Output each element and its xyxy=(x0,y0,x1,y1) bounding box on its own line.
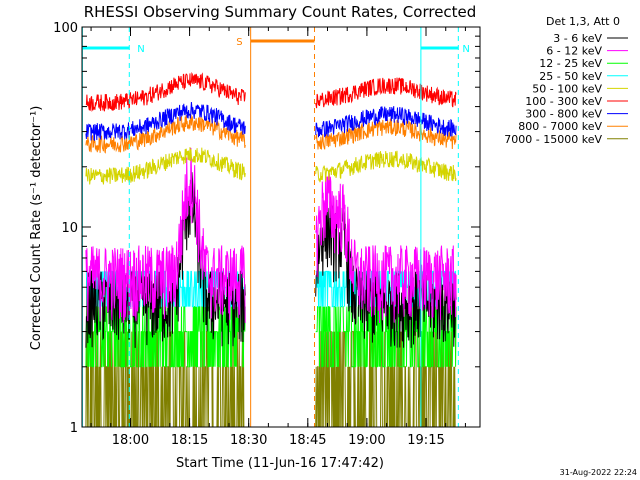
legend-entry-label: 25 - 50 keV xyxy=(539,70,602,83)
legend-header: Det 1,3, Att 0 xyxy=(546,15,620,28)
x-tick-label: 18:00 xyxy=(112,433,149,448)
legend-entry-label: 12 - 25 keV xyxy=(539,57,602,70)
night-label: N xyxy=(462,44,469,55)
legend-entry-label: 50 - 100 keV xyxy=(532,82,602,95)
legend-entry-label: 6 - 12 keV xyxy=(546,45,602,58)
series-line-4 xyxy=(85,147,457,185)
x-tick-label: 19:00 xyxy=(348,433,385,448)
x-tick-label: 18:15 xyxy=(171,433,208,448)
legend-entry-label: 800 - 7000 keV xyxy=(518,120,602,133)
series-line-1 xyxy=(85,147,457,324)
x-tick-label: 19:15 xyxy=(407,433,444,448)
series-line-5 xyxy=(85,71,457,112)
axis-layer: 1 10 100 18:00 18:15 18:30 18:45 19:00 19:15 xyxy=(53,21,480,448)
y-axis-label: Corrected Count Rate (s⁻¹ detector⁻¹) xyxy=(29,106,44,351)
legend-entry-label: 7000 - 15000 keV xyxy=(504,133,602,146)
saa-label: S xyxy=(236,37,242,48)
night-label: N xyxy=(137,44,144,55)
timestamp: 31-Aug-2022 22:24 xyxy=(560,468,637,477)
series-line-7 xyxy=(85,114,457,154)
series-layer xyxy=(85,71,457,428)
x-axis-label: Start Time (11-Jun-16 17:47:42) xyxy=(176,456,384,471)
y-tick-label: 10 xyxy=(61,221,78,236)
legend-entry-label: 3 - 6 keV xyxy=(553,32,602,45)
y-tick-label: 100 xyxy=(53,21,78,36)
legend-entry-label: 100 - 300 keV xyxy=(525,95,602,108)
chart-title: RHESSI Observing Summary Count Rates, Co… xyxy=(84,3,477,21)
x-tick-label: 18:45 xyxy=(289,433,326,448)
legend-entry-label: 300 - 800 keV xyxy=(525,108,602,121)
y-tick-label: 1 xyxy=(70,421,78,436)
series-line-6 xyxy=(85,101,457,142)
x-tick-label: 18:30 xyxy=(230,433,267,448)
